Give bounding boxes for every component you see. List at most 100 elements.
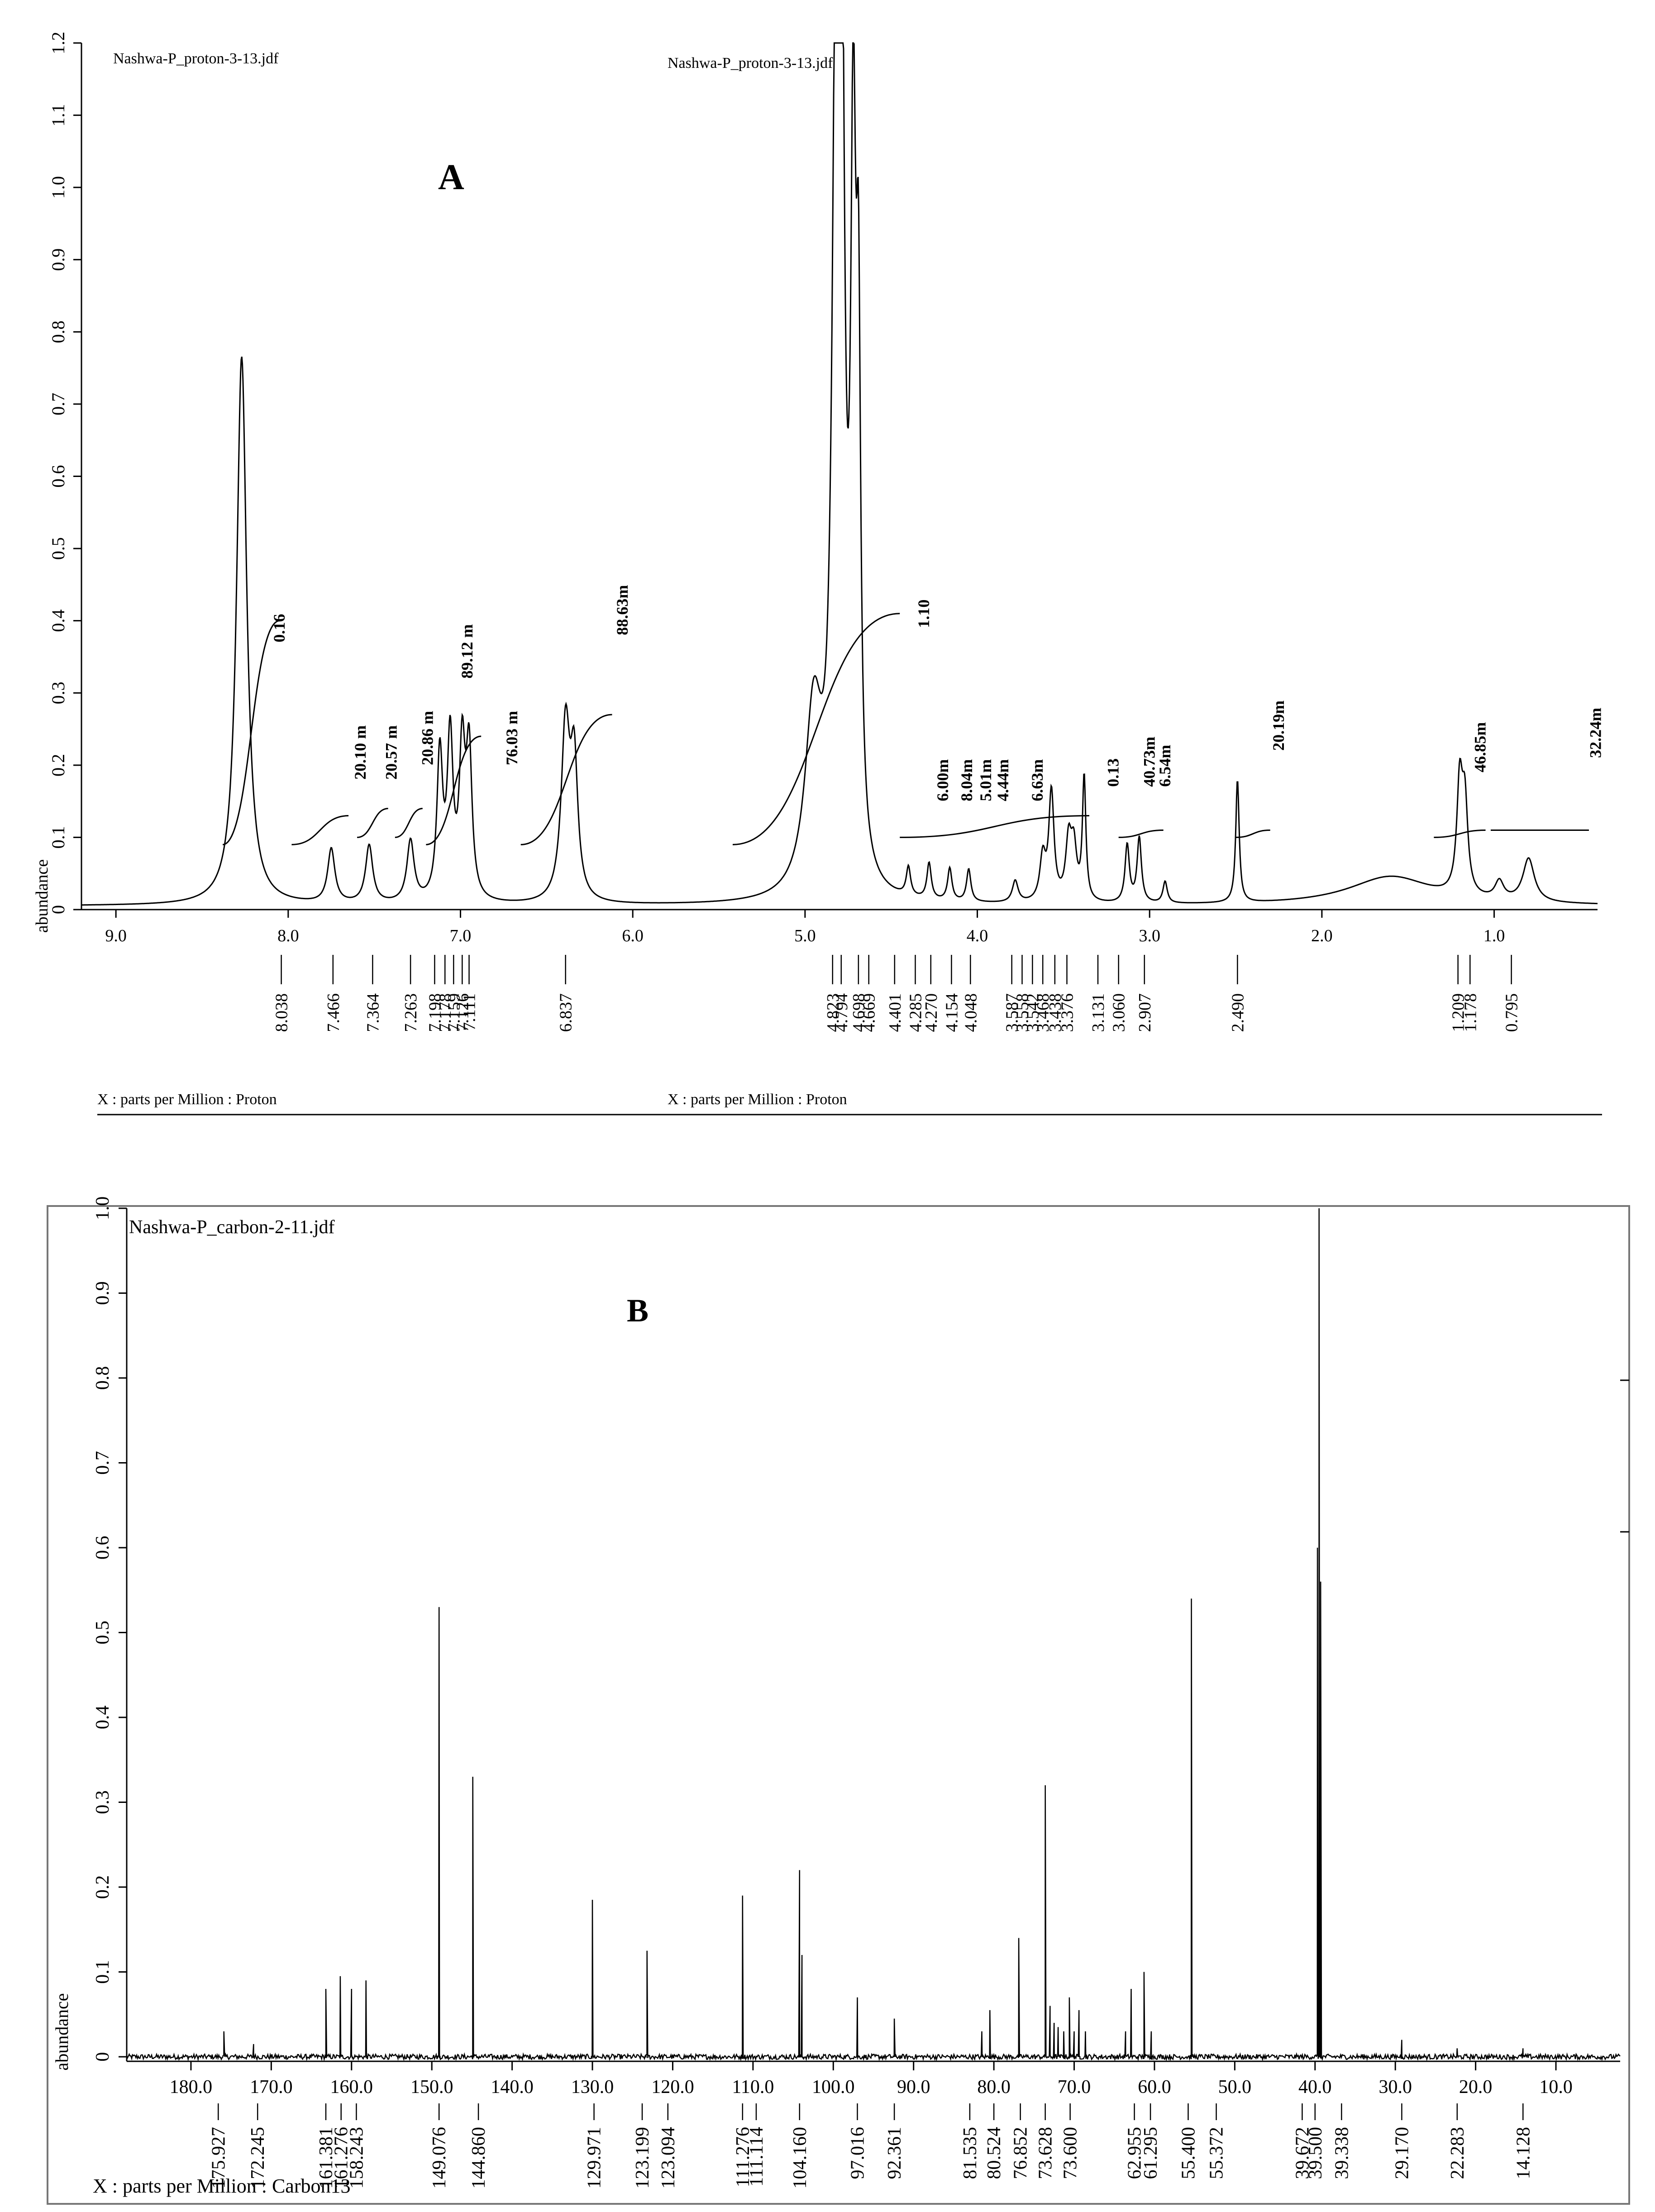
- panel-letter-a: A: [438, 157, 464, 197]
- y-tick-label: 1.0: [48, 176, 68, 199]
- peak-shift-label: 61.295: [1140, 2127, 1161, 2179]
- carbon-y-axis-label: abundance: [52, 1993, 72, 2070]
- proton-y-ticks: 0 0.1 0.2 0.3 0.4 0.5 0.6 0.7 0.8 0.9 1.0 1.1 1.2: [48, 32, 81, 914]
- peak-shift-label: 80.524: [984, 2127, 1005, 2179]
- carbon-x-axis-title: X : parts per Million : Carbon13: [93, 2175, 351, 2197]
- integral-value-label: 89.12 m: [458, 624, 476, 678]
- x-tick-label: 6.0: [622, 926, 644, 945]
- x-tick-label: 10.0: [1539, 2077, 1573, 2098]
- x-tick-label: 4.0: [967, 926, 988, 945]
- peak-shift-label: 123.199: [632, 2127, 653, 2189]
- integral-value-label: 8.04m: [958, 759, 976, 801]
- peak-shift-label: 3.131: [1089, 993, 1108, 1032]
- peak-shift-label: 73.628: [1035, 2127, 1056, 2179]
- x-tick-label: 160.0: [330, 2077, 373, 2098]
- proton-file-label-repeat: Nashwa-P_proton-3-13.jdf: [668, 55, 833, 72]
- y-tick-label: 0.6: [48, 465, 68, 488]
- x-tick-label: 60.0: [1138, 2077, 1171, 2098]
- peak-shift-label: 22.283: [1447, 2127, 1468, 2179]
- y-tick-label: 1.2: [48, 32, 68, 54]
- peak-shift-label: 55.372: [1207, 2127, 1227, 2179]
- peak-shift-label: 3.376: [1058, 993, 1077, 1032]
- y-tick-label: 0.2: [48, 754, 68, 777]
- carbon-file-label: Nashwa-P_carbon-2-11.jdf: [129, 1217, 334, 1238]
- integral-value-label: 6.63m: [1028, 759, 1046, 801]
- peak-shift-label: 7.159: [444, 993, 463, 1032]
- peak-shift-label: 4.401: [886, 993, 905, 1032]
- peak-shift-label: 161.276: [331, 2127, 352, 2189]
- peak-shift-label: 4.698: [849, 993, 868, 1032]
- peak-shift-label: 161.381: [316, 2127, 337, 2189]
- peak-shift-label: 29.170: [1392, 2127, 1412, 2179]
- peak-shift-label: 4.154: [942, 993, 961, 1032]
- peak-shift-label: 144.860: [468, 2127, 489, 2189]
- integral-value-label: 0.16: [270, 614, 288, 643]
- y-tick-label: 0.4: [48, 610, 68, 632]
- peak-shift-label: 4.669: [860, 993, 879, 1032]
- x-tick-label: 180.0: [170, 2077, 213, 2098]
- peak-shift-label: 3.542: [1023, 993, 1042, 1032]
- proton-peak-labels: 8.038 7.466 7.364 7.263 7.1987.1787.1597.126…: [272, 955, 1521, 1032]
- x-tick-label: 3.0: [1139, 926, 1160, 945]
- y-tick-label: 0.7: [92, 1451, 113, 1475]
- x-tick-label: 90.0: [897, 2077, 930, 2098]
- y-tick-label: 0.8: [92, 1366, 113, 1390]
- x-tick-label: 40.0: [1298, 2077, 1332, 2098]
- peak-shift-label: 73.600: [1060, 2127, 1081, 2179]
- peak-shift-label: 3.558: [1013, 993, 1032, 1032]
- integral-value-label: 40.73m: [1140, 737, 1159, 787]
- x-tick-label: 170.0: [250, 2077, 293, 2098]
- peak-shift-label: 4.823: [824, 993, 843, 1032]
- peak-shift-label: 2.490: [1228, 993, 1247, 1032]
- integral-curve: [395, 808, 423, 838]
- peak-shift-label: 7.364: [363, 993, 382, 1032]
- x-tick-label: 150.0: [410, 2077, 453, 2098]
- y-tick-label: 0.4: [92, 1706, 113, 1730]
- integral-value-label: 6.54m: [1156, 745, 1174, 787]
- peak-shift-label: 7.263: [401, 993, 420, 1032]
- proton-y-axis-label: abundance: [33, 859, 52, 933]
- peak-shift-label: 7.178: [436, 993, 455, 1032]
- integral-curve: [291, 815, 349, 845]
- integral-curve: [520, 714, 612, 845]
- peak-shift-label: 39.672: [1292, 2127, 1313, 2179]
- peak-shift-label: 7.126: [453, 993, 472, 1032]
- integral-curve: [900, 815, 1089, 838]
- x-tick-label: 70.0: [1058, 2077, 1091, 2098]
- proton-nmr-panel: Nashwa-P_proton-3-13.jdf Nashwa-P_proton…: [33, 32, 1605, 1116]
- proton-integral-curves: [222, 613, 1589, 845]
- y-tick-label: 0.5: [48, 537, 68, 560]
- y-tick-label: 1.1: [48, 104, 68, 127]
- x-tick-label: 20.0: [1459, 2077, 1493, 2098]
- x-tick-label: 30.0: [1378, 2077, 1412, 2098]
- x-tick-label: 110.0: [732, 2077, 774, 2098]
- integral-value-label: 32.24m: [1587, 708, 1605, 758]
- peak-shift-label: 92.361: [884, 2127, 905, 2179]
- y-tick-label: 0.2: [92, 1875, 113, 1899]
- y-tick-label: 0.8: [48, 320, 68, 343]
- x-tick-label: 7.0: [450, 926, 472, 945]
- peak-shift-label: 172.245: [248, 2127, 268, 2189]
- x-tick-label: 50.0: [1218, 2077, 1252, 2098]
- integral-curve: [732, 613, 900, 845]
- peak-shift-label: 1.209: [1449, 993, 1468, 1032]
- peak-shift-label: 111.276: [733, 2127, 754, 2187]
- x-tick-label: 5.0: [794, 926, 816, 945]
- y-tick-label: 0: [48, 905, 68, 914]
- integral-value-label: 20.57 m: [382, 725, 401, 780]
- peak-shift-label: 39.338: [1331, 2127, 1352, 2179]
- integral-value-label: 5.01m: [977, 759, 995, 801]
- x-tick-label: 80.0: [977, 2077, 1011, 2098]
- integral-curve: [357, 808, 388, 838]
- x-tick-label: 130.0: [571, 2077, 614, 2098]
- carbon-spectrum-trace: [126, 1208, 1621, 2062]
- peak-shift-label: 0.795: [1502, 993, 1521, 1032]
- peak-shift-label: 1.178: [1461, 993, 1480, 1032]
- integral-curve: [1235, 829, 1270, 838]
- peak-shift-label: 6.837: [557, 993, 576, 1032]
- peak-shift-label: 158.243: [346, 2127, 367, 2189]
- integral-curve: [222, 620, 280, 845]
- integral-value-label: 0.13: [1104, 758, 1122, 787]
- peak-shift-label: 7.466: [324, 993, 343, 1032]
